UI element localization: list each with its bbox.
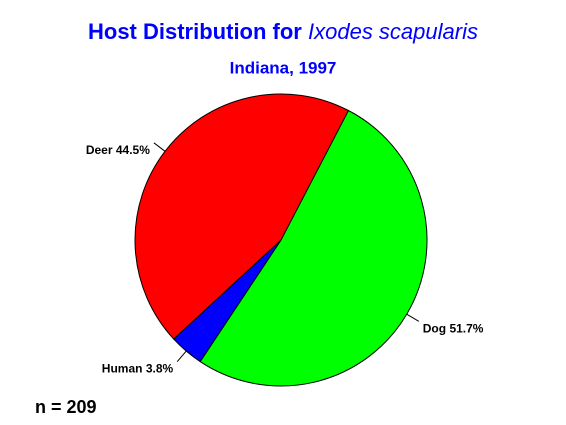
slice-value: 3.8% <box>146 362 174 376</box>
leader-line <box>176 350 187 363</box>
slice-label: Human 3.8% <box>102 362 174 376</box>
leader-line <box>153 142 166 152</box>
slice-category: Dog <box>423 322 446 336</box>
pie-slice <box>199 109 428 387</box>
sample-size: n = 209 <box>35 397 97 417</box>
n-label: n = <box>35 397 62 417</box>
title-species: Ixodes scapularis <box>308 19 478 44</box>
slice-value: 51.7% <box>449 322 483 336</box>
slice-category: Deer <box>86 143 113 157</box>
slice-label: Deer 44.5% <box>86 143 150 157</box>
slice-value: 44.5% <box>116 143 150 157</box>
slice-label: Dog 51.7% <box>423 322 484 336</box>
pie-slice <box>134 93 350 340</box>
slice-category: Human <box>102 362 143 376</box>
chart-subtitle: Indiana, 1997 <box>230 58 337 77</box>
leader-line <box>406 313 420 322</box>
chart-title: Host Distribution for Ixodes scapularis <box>88 19 478 44</box>
n-value: 209 <box>67 397 97 417</box>
title-text: Host Distribution for <box>88 19 302 44</box>
